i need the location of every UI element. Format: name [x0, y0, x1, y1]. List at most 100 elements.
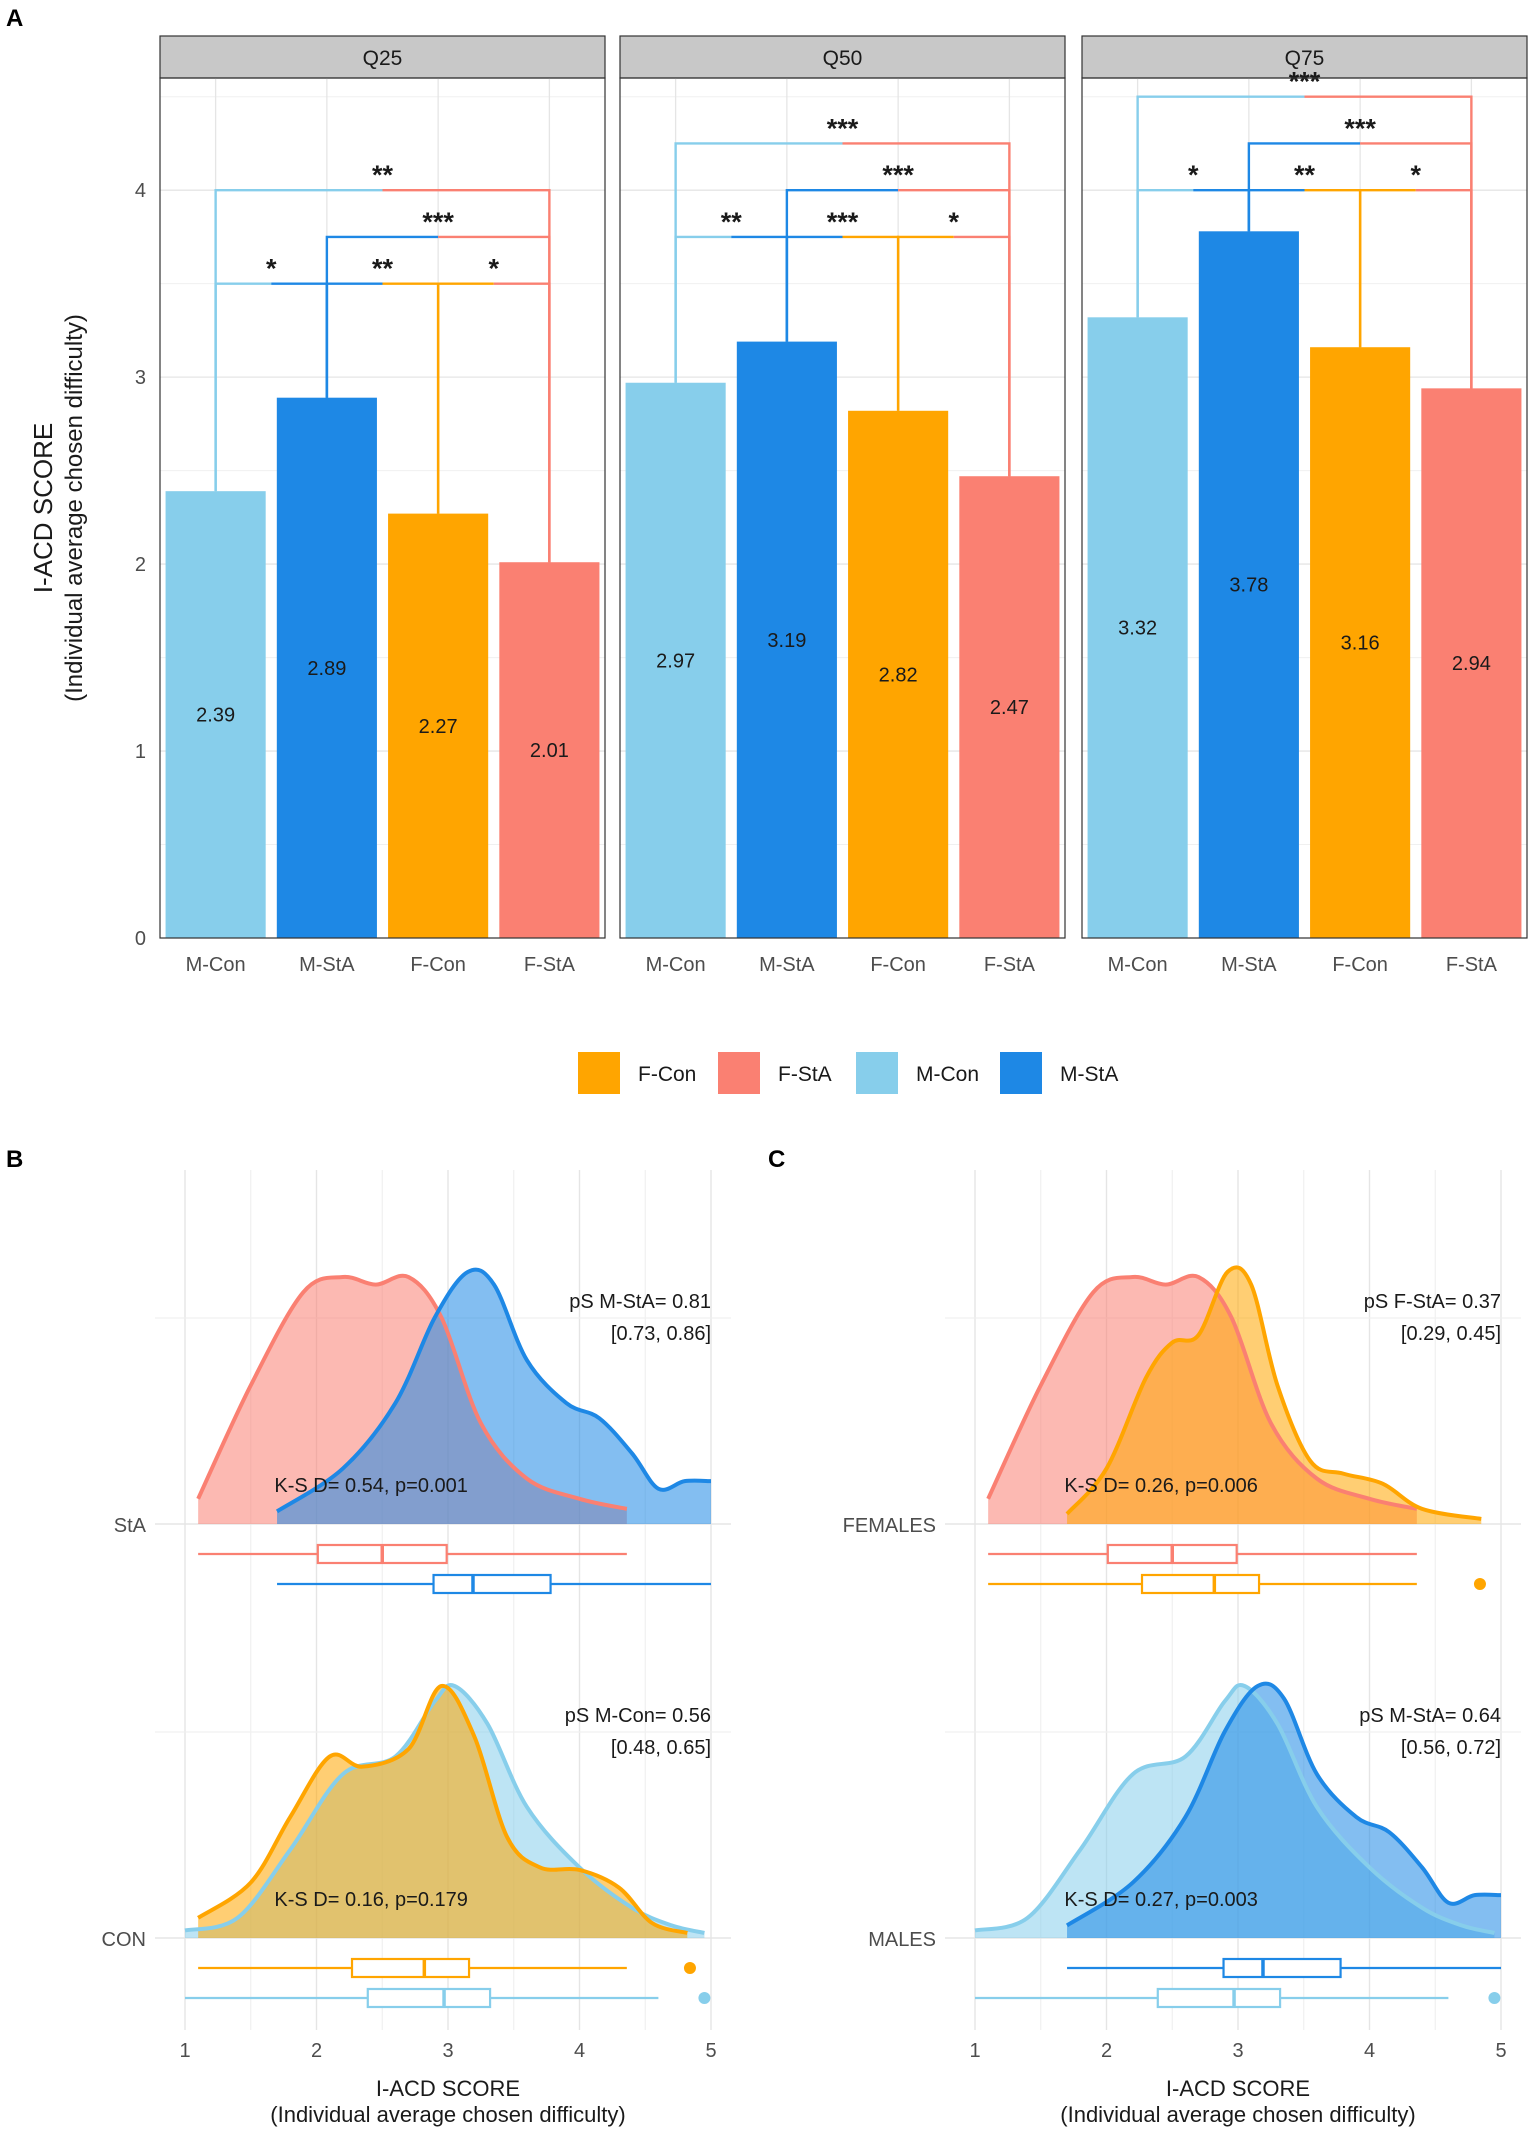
x-axis-title: I-ACD SCORE [376, 2076, 520, 2101]
significance-label: * [1410, 160, 1421, 190]
bracket-left-segment [785, 235, 843, 342]
x-tick-label: F-StA [1446, 954, 1498, 976]
ps-annotation: pS F-StA= 0.37 [1364, 1291, 1501, 1313]
density-line-m-con [974, 1683, 1495, 1935]
ks-annotation: K-S D= 0.26, p=0.006 [1064, 1475, 1257, 1497]
x-tick-label: 4 [574, 2040, 585, 2062]
bar-f-con [848, 410, 949, 939]
ps-annotation: pS M-Con= 0.56 [565, 1705, 711, 1727]
row-label: CON [102, 1929, 146, 1951]
y-tick-label: 4 [135, 180, 146, 202]
legend-label: F-Con [638, 1063, 696, 1086]
ps-interval: [0.48, 0.65] [611, 1737, 711, 1759]
density-line-f-sta [986, 1273, 1418, 1511]
legend-label: F-StA [778, 1063, 832, 1086]
bar-value-label: 3.78 [1229, 575, 1268, 597]
y-axis-subtitle: (Individual average chosen difficulty) [61, 314, 88, 702]
bracket-left-segment [785, 188, 899, 342]
legend-swatch-m-con [856, 1052, 898, 1094]
density-line-m-sta [1065, 1681, 1502, 1928]
facet-border [159, 77, 606, 939]
facet-q25: Q25 2.39 M-Con 2.89 M-StA 2.27 F-Con 2.01 F-StA *… [159, 35, 606, 976]
density-row-females: FEMALES pS F-StA= 0.37 [0.29, 0.45] K-S D= … [843, 1265, 1521, 1595]
bar-m-sta [1198, 231, 1299, 939]
x-axis-subtitle: (Individual average chosen difficulty) [1060, 2102, 1415, 2127]
y-tick-label: 0 [135, 928, 146, 950]
bar-value-label: 2.01 [530, 740, 569, 762]
legend-label: M-Con [916, 1063, 979, 1086]
significance-label: *** [827, 207, 859, 237]
density-row-males: MALES pS M-StA= 0.64 [0.56, 0.72] K-S D= 0.… [868, 1681, 1521, 2009]
legend-swatch-f-sta [718, 1052, 760, 1094]
boxplot-f-con [198, 1957, 696, 1979]
bracket-right-segment [382, 282, 440, 514]
boxplot-f-sta [198, 1543, 627, 1565]
ps-interval: [0.29, 0.45] [1401, 1323, 1501, 1345]
bracket-right-segment [1193, 188, 1251, 232]
density-line-f-con [197, 1684, 688, 1935]
significance-label: *** [422, 207, 454, 237]
density-area-m-sta [1067, 1683, 1501, 1938]
panel-label-c: C [768, 1146, 785, 1173]
x-tick-label: M-StA [299, 954, 355, 976]
legend: F-Con F-StA M-Con M-StA [578, 1052, 1118, 1094]
ks-annotation: K-S D= 0.27, p=0.003 [1064, 1889, 1257, 1911]
bracket-left-segment [214, 188, 383, 492]
bracket-right-segment [842, 142, 1011, 477]
bracket-left-segment [896, 235, 954, 411]
significance-label: * [266, 254, 277, 284]
boxplot-f-sta [988, 1543, 1417, 1565]
x-tick-label: M-Con [646, 954, 706, 976]
bracket-right-segment [1415, 188, 1473, 389]
facet-strip-label: Q50 [823, 47, 863, 70]
boxplot-box [1140, 1573, 1261, 1595]
bracket-left-segment [1136, 95, 1305, 318]
significance-label: * [488, 254, 499, 284]
bar-m-con [625, 382, 726, 938]
ps-interval: [0.56, 0.72] [1401, 1737, 1501, 1759]
significance-label: * [948, 207, 959, 237]
density-area-m-sta [277, 1269, 711, 1524]
significance-label: *** [882, 160, 914, 190]
density-area-f-con [198, 1685, 688, 1938]
x-tick-label: F-Con [1332, 954, 1388, 976]
facet-border [1081, 77, 1528, 939]
bracket-left-segment [1358, 188, 1416, 348]
bracket-right-segment [382, 188, 551, 563]
bracket-right-segment [438, 235, 551, 563]
bar-value-label: 3.16 [1341, 633, 1380, 655]
x-tick-label: 2 [311, 2040, 322, 2062]
x-tick-label: 5 [1495, 2040, 1506, 2062]
bar-f-sta [959, 476, 1060, 938]
boxplot-box [432, 1573, 552, 1595]
boxplot-m-con [185, 1987, 711, 2009]
ps-annotation: pS M-StA= 0.81 [569, 1291, 711, 1313]
density-row-con: CON pS M-Con= 0.56 [0.48, 0.65] K-S D= 0.16… [102, 1683, 731, 2009]
panel-c: C 1 2 3 4 5 I-ACD SCORE(Individual average cho… [768, 1146, 1521, 2127]
boxplot-outlier [683, 1962, 696, 1974]
boxplot-f-con [988, 1573, 1486, 1595]
bar-f-sta [1421, 388, 1522, 938]
boxplot-box [1156, 1987, 1282, 2009]
significance-label: ** [372, 254, 394, 284]
x-tick-label: 2 [1101, 2040, 1112, 2062]
panel-label-b: B [6, 1146, 23, 1173]
bracket-right-segment [842, 235, 900, 411]
boxplot-box [1222, 1957, 1342, 1979]
ks-annotation: K-S D= 0.16, p=0.179 [274, 1889, 467, 1911]
boxplot-box [350, 1957, 471, 1979]
x-tick-label: 3 [1232, 2040, 1243, 2062]
panel-b: B 1 2 3 4 5 I-ACD SCORE(Individual average cho… [6, 1146, 731, 2127]
x-tick-label: F-StA [524, 954, 576, 976]
bracket-left-segment [1136, 188, 1194, 318]
bar-value-label: 2.94 [1452, 653, 1491, 675]
boxplot-outlier [1473, 1578, 1486, 1590]
y-axis-title: I-ACD SCORE [28, 423, 58, 593]
bracket-right-segment [1304, 188, 1362, 348]
density-area-f-con [1067, 1267, 1482, 1524]
bracket-left-segment [1247, 142, 1361, 232]
boxplot-box [366, 1987, 492, 2009]
bar-value-label: 2.97 [656, 650, 695, 672]
x-axis-subtitle: (Individual average chosen difficulty) [270, 2102, 625, 2127]
